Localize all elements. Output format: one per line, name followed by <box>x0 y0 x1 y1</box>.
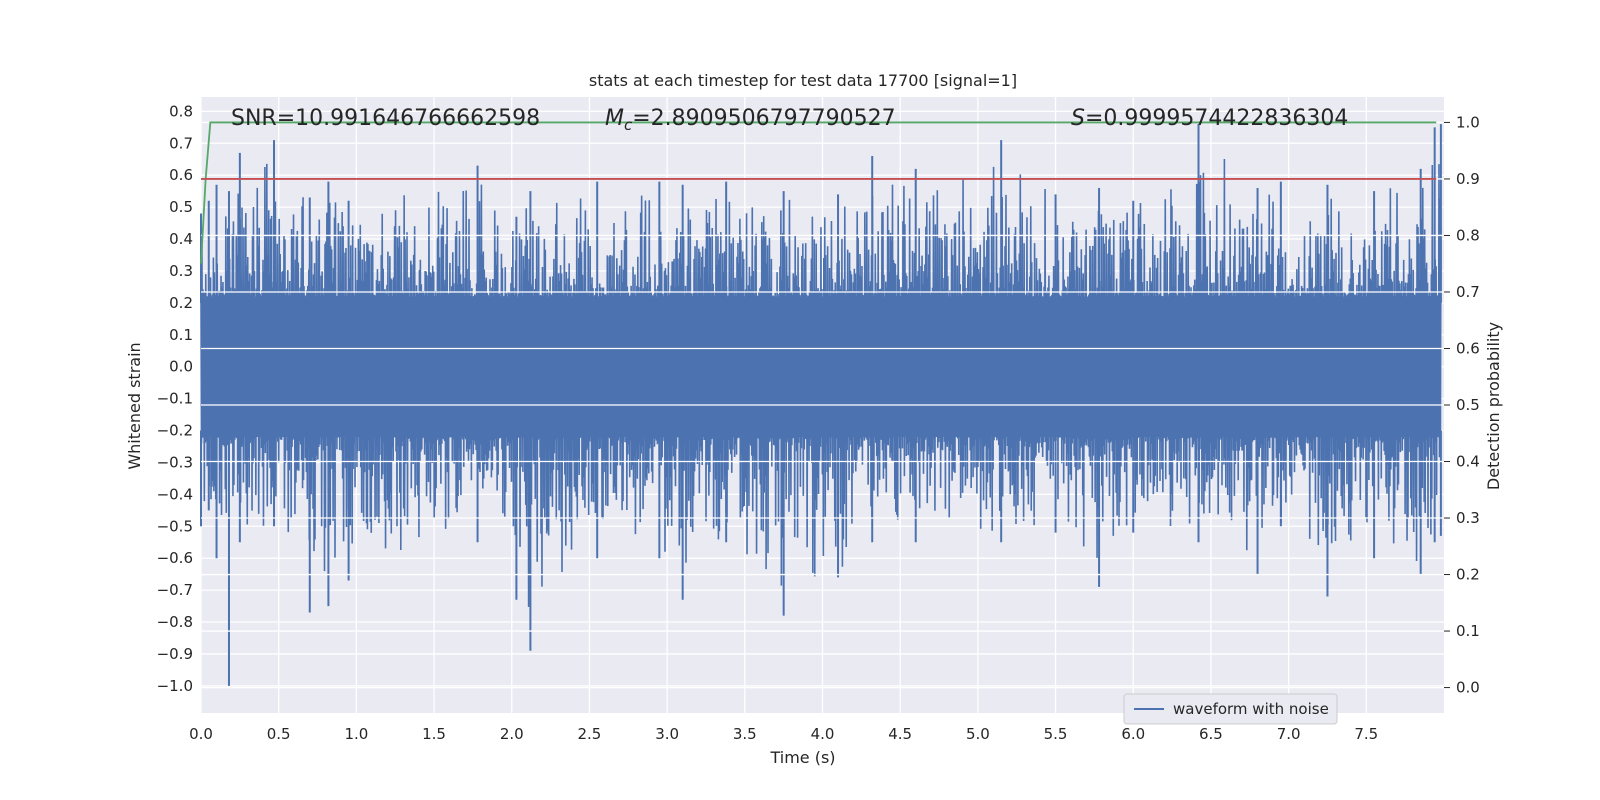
mc-symbol: M <box>605 106 624 131</box>
mc-value: =2.8909506797790527 <box>632 106 895 131</box>
legend-label-waveform: waveform with noise <box>1173 700 1329 718</box>
y-tick-label: −0.1 <box>157 390 193 408</box>
x-tick-label: 0.5 <box>267 725 291 743</box>
y2-axis-label: Detection probability <box>1484 322 1503 490</box>
y2-tick-label: 0.7 <box>1456 283 1480 301</box>
x-tick-label: 5.5 <box>1044 725 1068 743</box>
y-tick-label: −0.9 <box>157 645 193 663</box>
y-axis-label: Whitened strain <box>125 342 144 469</box>
y2-tick-label: 0.6 <box>1456 339 1480 357</box>
x-tick-label: 2.0 <box>500 725 524 743</box>
x-tick-label: 6.5 <box>1199 725 1223 743</box>
waveform-peaks <box>200 124 1442 686</box>
y-tick-label: −0.8 <box>157 613 193 631</box>
legend-box <box>1123 693 1338 725</box>
y-tick-label: −0.5 <box>157 517 193 535</box>
chart-title: stats at each timestep for test data 177… <box>589 71 1017 90</box>
y-tick-label: 0.4 <box>169 230 193 248</box>
y-tick-label: −1.0 <box>157 677 193 695</box>
y-tick-label: 0.7 <box>169 134 193 152</box>
y-tick-label: 0.8 <box>169 102 193 120</box>
snr-annotation: SNR=10.991646766662598 <box>231 106 540 131</box>
y-tick-labels: 0.8 0.7 0.6 0.5 0.4 0.3 0.2 0.1 0.0 −0.1 −0.2 −0.3 −… <box>157 102 193 695</box>
y-tick-label: 0.0 <box>169 358 193 376</box>
x-tick-labels: 0.0 0.5 1.0 1.5 2.0 2.5 3.0 3.5 4.0 4.5 5.0 5.5 6.0 6… <box>189 725 1378 743</box>
x-tick-label: 2.5 <box>578 725 602 743</box>
x-tick-label: 0.0 <box>189 725 213 743</box>
y-tick-label: 0.2 <box>169 294 193 312</box>
y-tick-label: −0.6 <box>157 549 193 567</box>
y2-tick-label: 1.0 <box>1456 113 1480 131</box>
y-tick-label: −0.2 <box>157 422 193 440</box>
detection-probability-line <box>200 121 1437 264</box>
waveform-line <box>200 159 1442 607</box>
s-annotation: S=0.9999574422836304 <box>1071 106 1348 131</box>
x-tick-label: 7.5 <box>1354 725 1378 743</box>
x-tick-label: 3.0 <box>655 725 679 743</box>
x-tick-label: 7.0 <box>1277 725 1301 743</box>
y2-tick-label: 0.3 <box>1456 509 1480 527</box>
mc-annotation: Mc=2.8909506797790527 <box>605 106 896 134</box>
mc-subscript: c <box>624 116 633 134</box>
y-tick-label: 0.5 <box>169 198 193 216</box>
y2-tick-label: 0.4 <box>1456 453 1480 471</box>
legend: waveform with noise <box>1123 693 1338 725</box>
x-axis-label: Time (s) <box>769 748 835 767</box>
x-tick-label: 4.0 <box>811 725 835 743</box>
y-tick-label: 0.3 <box>169 262 193 280</box>
y2-tick-label: 0.5 <box>1456 396 1480 414</box>
y-tick-label: 0.6 <box>169 166 193 184</box>
x-tick-label: 6.0 <box>1121 725 1145 743</box>
waveform-core-band <box>201 296 1441 409</box>
y2-tick-label: 0.9 <box>1456 170 1480 188</box>
y2-tick-label: 0.8 <box>1456 226 1480 244</box>
y2-tick-label: 0.2 <box>1456 566 1480 584</box>
y2-tick-label: 0.1 <box>1456 622 1480 640</box>
plot-area: 0.8 0.7 0.6 0.5 0.4 0.3 0.2 0.1 0.0 −0.1 −0.2 −0.3 −… <box>157 97 1480 743</box>
y2-tick-labels: 1.0 0.9 0.8 0.7 0.6 0.5 0.4 0.3 0.2 0.1 0.0 <box>1444 113 1480 697</box>
x-tick-label: 1.5 <box>422 725 446 743</box>
y-tick-label: −0.4 <box>157 485 193 503</box>
x-tick-label: 4.5 <box>888 725 912 743</box>
x-tick-label: 5.0 <box>966 725 990 743</box>
y-tick-label: −0.3 <box>157 453 193 471</box>
y-tick-label: 0.1 <box>169 326 193 344</box>
y-tick-label: −0.7 <box>157 581 193 599</box>
y2-tick-label: 0.0 <box>1456 679 1480 697</box>
x-tick-label: 1.0 <box>344 725 368 743</box>
s-symbol: S <box>1071 106 1085 131</box>
s-value: =0.9999574422836304 <box>1085 106 1348 131</box>
x-tick-label: 3.5 <box>733 725 757 743</box>
